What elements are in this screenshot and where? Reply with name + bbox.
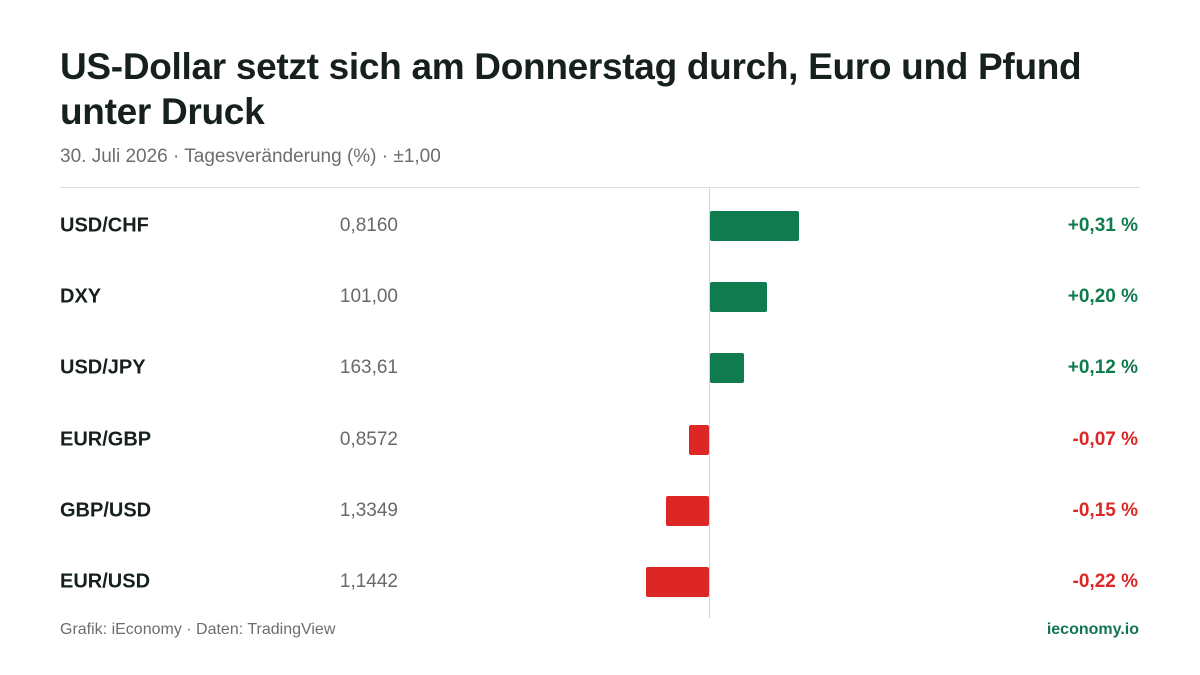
bar (646, 567, 709, 597)
data-label: -0,07 % (1072, 428, 1138, 450)
row-label: EUR/GBP (60, 428, 152, 451)
row-rate: 1,3349 (339, 499, 398, 521)
brand-link[interactable]: ieconomy.io (1046, 621, 1139, 638)
chart-subtitle: 30. Juli 2026 · Tagesveränderung (%) · ±… (60, 146, 441, 167)
zero-axis-line (709, 188, 710, 618)
bar (666, 495, 709, 526)
source-credit: Grafik: iEconomy · Daten: TradingView (60, 621, 336, 638)
row-rate: 0,8572 (339, 428, 398, 450)
row-label: EUR/USD (60, 570, 151, 593)
header-divider (60, 187, 1140, 188)
row-rate: 0,8160 (339, 215, 398, 236)
row-label: USD/CHF (60, 214, 149, 237)
chart-title: US-Dollar setzt sich am Donnerstag durch… (60, 46, 1082, 132)
data-label: +0,31 % (1067, 215, 1138, 236)
data-label: -0,22 % (1072, 571, 1138, 592)
row-label: USD/JPY (60, 356, 146, 379)
row-rate: 1,1442 (339, 571, 398, 592)
row-label: GBP/USD (60, 499, 152, 522)
data-label: +0,20 % (1067, 286, 1138, 308)
data-label: +0,12 % (1067, 357, 1138, 379)
row-rate: 101,00 (339, 286, 398, 308)
bar-chart: USD/CHF 0,8160 +0,31 % DXY 101,00 +0,20 % USD/… (0, 188, 1200, 618)
bar (688, 424, 709, 455)
bar (710, 282, 768, 313)
data-label: -0,15 % (1072, 499, 1138, 521)
bar (710, 353, 745, 384)
row-rate: 163,61 (339, 357, 398, 379)
row-label: DXY (60, 285, 102, 308)
bar (710, 211, 799, 241)
